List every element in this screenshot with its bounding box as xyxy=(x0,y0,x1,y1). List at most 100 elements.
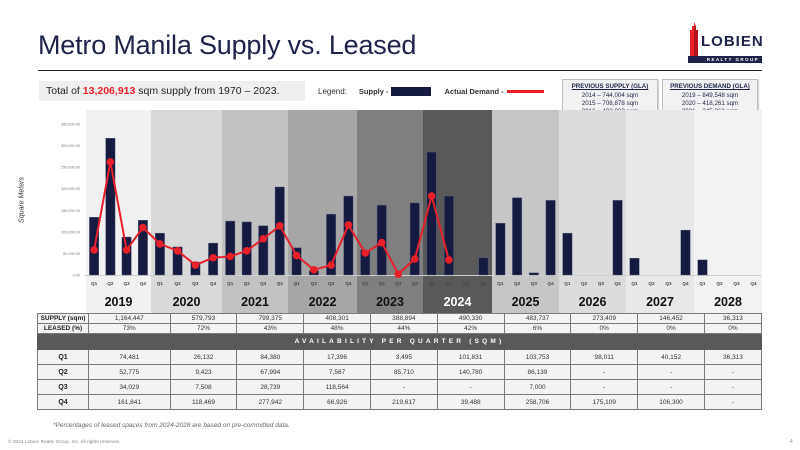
table-cell: 103,753 xyxy=(503,349,572,365)
quarter-label: Q2 xyxy=(244,281,251,286)
table-cell: - xyxy=(703,394,763,410)
demand-point-2021-Q3 xyxy=(259,234,268,243)
year-label-2025: 2025 xyxy=(512,295,540,309)
row-label: SUPPLY (sqm) xyxy=(37,313,89,324)
table-cell: 17,396 xyxy=(303,349,371,365)
previous-supply-heading: PREVIOUS SUPPLY (GLA) xyxy=(571,83,649,90)
table-cell: 48% xyxy=(303,323,371,334)
y-tick-label: 100,000.00 xyxy=(61,230,80,234)
table-cell: 118,469 xyxy=(169,394,238,410)
y-tick-label: 50,000.00 xyxy=(63,252,80,256)
y-tick-label: 150,000.00 xyxy=(61,209,80,213)
table-cell: 85,710 xyxy=(369,364,438,380)
demand-point-2019-Q4 xyxy=(139,223,147,232)
demand-point-2024-Q2 xyxy=(445,256,453,264)
table-cell: 277,942 xyxy=(236,394,305,410)
quarter-label: Q3 xyxy=(328,281,335,286)
year-label-2027: 2027 xyxy=(646,295,674,309)
table-cell: 118,564 xyxy=(303,379,371,395)
leased-row: LEASED (%) 73% 72% 43% 48% 44% 42% 6% 0% 0% 0% xyxy=(37,323,763,334)
chart-legend: Legend: Supply - Actual Demand - xyxy=(318,84,544,98)
footnote: *Percentages of leased spaces from 2024-… xyxy=(53,422,290,429)
quarter-label: Q4 xyxy=(345,281,352,286)
table-cell: 98,011 xyxy=(570,349,639,365)
year-band-2019 xyxy=(86,110,151,313)
year-label-2026: 2026 xyxy=(579,295,607,309)
quarter-label: Q2 xyxy=(107,281,114,286)
quarter-label: Q4 xyxy=(750,281,757,286)
demand-point-2021-Q2 xyxy=(242,247,251,255)
table-cell: 43% xyxy=(236,323,305,334)
table-cell: 579,793 xyxy=(169,313,238,324)
total-value: 13,206,913 xyxy=(82,85,136,97)
supply-bar-2022-Q3 xyxy=(326,213,337,276)
table-cell: 44% xyxy=(369,323,438,334)
table-cell: 0% xyxy=(703,323,763,334)
total-supply-summary: Total of 13,206,913 sqm supply from 1970… xyxy=(39,81,305,101)
table-cell: 490,330 xyxy=(436,313,505,324)
year-label-2023: 2023 xyxy=(376,295,404,309)
supply-bar-2020-Q2 xyxy=(172,246,183,276)
quarter-label: Q4 xyxy=(140,281,147,286)
table-cell: - xyxy=(703,364,763,380)
quarter-label: Q4 xyxy=(682,281,689,286)
supply-bar-2019-Q3 xyxy=(121,236,132,276)
year-band-2027 xyxy=(626,110,694,313)
title-divider xyxy=(38,70,762,71)
total-suffix: sqm supply from 1970 – 2023. xyxy=(135,85,280,97)
table-cell: 7,000 xyxy=(503,379,572,395)
quarter-row: Q3 34,029 7,508 28,739 118,564- -7,000- - - xyxy=(37,379,763,395)
y-axis-label: Square Meters xyxy=(18,177,26,223)
copyright: © 2024 Lobien Realty Group, Inc. All rig… xyxy=(8,440,121,445)
quarter-label: Q4 xyxy=(412,281,419,286)
legend-supply-swatch xyxy=(390,86,431,96)
supply-bar-2024-Q1 xyxy=(426,151,437,276)
table-cell: 175,109 xyxy=(570,394,639,410)
year-label-2024: 2024 xyxy=(444,295,472,309)
demand-point-2022-Q3 xyxy=(327,261,335,269)
legend-supply-label: Supply - xyxy=(358,86,389,96)
legend-demand-label: Actual Demand - xyxy=(444,86,504,96)
supply-bar-2019-Q4 xyxy=(137,220,148,276)
quarter-label: Q3 xyxy=(531,281,538,286)
supply-bar-2026-Q4 xyxy=(612,200,623,276)
quarter-label: Q4 xyxy=(480,281,487,286)
supply-availability-table: SUPPLY (sqm) 1,164,447 579,793 799,375 408,3… xyxy=(37,313,763,410)
table-cell: - xyxy=(637,379,705,395)
quarter-label: Q1 xyxy=(91,281,98,286)
table-cell: 408,301 xyxy=(303,313,371,324)
quarter-label: Q4 xyxy=(277,281,284,286)
supply-bar-2027-Q4 xyxy=(680,229,691,276)
table-cell: - xyxy=(570,379,639,395)
demand-point-2020-Q3 xyxy=(191,261,200,269)
year-label-2022: 2022 xyxy=(309,295,337,309)
table-cell: 28,739 xyxy=(236,379,305,395)
quarter-label: Q2 xyxy=(716,281,723,286)
supply-bar-2024-Q2 xyxy=(443,195,454,276)
table-cell: 74,481 xyxy=(88,349,171,365)
table-cell: 73% xyxy=(88,323,171,334)
demand-point-2020-Q4 xyxy=(209,253,217,262)
table-cell: - xyxy=(637,364,705,380)
table-cell: 52,775 xyxy=(88,364,171,380)
row-label: Q2 xyxy=(37,364,89,380)
table-cell: 84,380 xyxy=(236,349,305,365)
quarter-label: Q2 xyxy=(311,281,318,286)
building-icon xyxy=(690,22,698,58)
table-cell: 36,313 xyxy=(703,349,763,365)
quarter-label: Q1 xyxy=(429,281,436,286)
quarter-label: Q1 xyxy=(497,281,504,286)
demand-point-2020-Q2 xyxy=(173,247,182,255)
legend-demand-swatch xyxy=(506,89,544,93)
year-band-2020 xyxy=(151,110,222,313)
demand-point-2022-Q2 xyxy=(310,266,318,274)
y-tick-label: 350,000.00 xyxy=(61,123,80,127)
table-cell: 6% xyxy=(503,323,572,334)
table-cell: 1,164,447 xyxy=(88,313,171,324)
demand-point-2021-Q4 xyxy=(275,222,284,230)
table-cell: - xyxy=(369,379,438,395)
legend-label: Legend: xyxy=(318,86,347,96)
row-label: LEASED (%) xyxy=(37,323,89,334)
table-cell: 86,139 xyxy=(503,364,572,380)
row-label: Q1 xyxy=(37,349,89,365)
